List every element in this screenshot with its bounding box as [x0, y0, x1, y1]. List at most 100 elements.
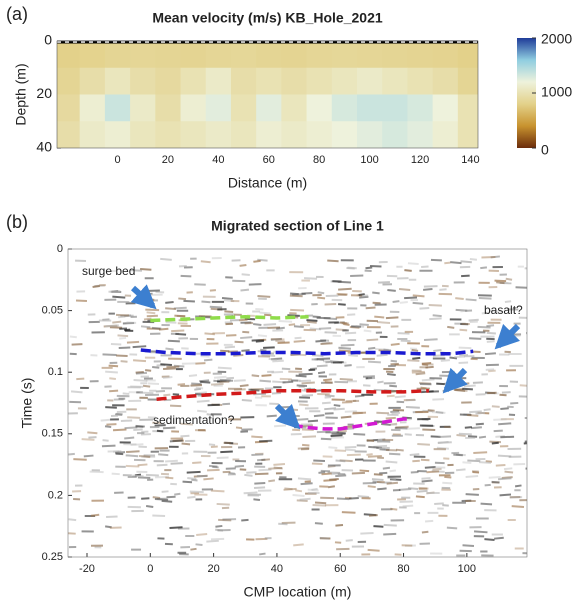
heatmap-cell — [155, 67, 182, 95]
seismic-wiggle — [132, 345, 147, 349]
seismic-wiggle — [465, 475, 479, 478]
y-tick-label: 0.05 — [42, 305, 63, 317]
seismic-wiggle — [399, 301, 408, 304]
seismic-wiggle — [300, 482, 313, 486]
seismic-wiggle — [374, 315, 385, 319]
seismic-wiggle — [455, 468, 466, 472]
seismic-wiggle — [112, 295, 126, 299]
seismic-wiggle — [395, 448, 404, 452]
seismic-wiggle — [366, 338, 379, 342]
heatmap-cell — [382, 67, 408, 95]
seismic-wiggle — [241, 518, 249, 522]
seismic-wiggle — [387, 476, 396, 480]
panel-label: (a) — [6, 4, 28, 24]
seismic-wiggle — [287, 314, 300, 317]
seismic-wiggle — [124, 436, 135, 440]
seismic-wiggle — [170, 462, 183, 465]
x-tick-label: 100 — [360, 154, 378, 166]
seismic-wiggle — [336, 292, 348, 296]
seismic-wiggle — [223, 299, 235, 303]
seismic-wiggle — [387, 289, 396, 292]
heatmap-cell — [205, 94, 232, 122]
seismic-wiggle — [363, 375, 375, 378]
panel-a: 0 20 40 60 80 100 120 140 0 20 40 Mean velocity (m/… — [6, 4, 572, 191]
seismic-wiggle — [407, 262, 419, 265]
seismic-wiggle — [200, 355, 210, 358]
seismic-wiggle — [130, 269, 143, 272]
heatmap-cell — [104, 67, 131, 95]
heatmap-cell — [407, 67, 434, 95]
seismic-wiggle — [421, 479, 433, 483]
seismic-wiggle — [483, 408, 491, 412]
seismic-wiggle — [339, 378, 353, 381]
heatmap-cell — [130, 41, 156, 69]
seismic-wiggle — [296, 384, 308, 387]
seismic-wiggle — [196, 399, 210, 403]
seismic-wiggle — [324, 394, 335, 398]
seismic-wiggle — [421, 477, 431, 480]
seismic-wiggle — [162, 426, 176, 430]
seismic-wiggle — [489, 309, 503, 313]
seismic-wiggle — [301, 428, 314, 432]
seismic-wiggle — [218, 518, 232, 522]
heatmap-cell — [79, 94, 106, 122]
seismic-wiggle — [100, 418, 111, 422]
seismic-wiggle — [268, 479, 276, 483]
seismic-wiggle — [259, 379, 271, 383]
seismic-wiggle — [314, 522, 323, 525]
seismic-wiggle — [480, 502, 493, 506]
seismic-wiggle — [126, 340, 140, 344]
seismic-wiggle — [314, 501, 327, 505]
seismic-wiggle — [363, 384, 371, 387]
seismic-wiggle — [195, 386, 204, 390]
seismic-wiggle — [183, 299, 195, 303]
seismic-wiggle — [210, 382, 224, 386]
seismic-wiggle — [415, 495, 425, 499]
seismic-wiggle — [390, 507, 398, 511]
seismic-wiggle — [377, 380, 384, 384]
seismic-wiggle — [437, 440, 449, 444]
seismic-wiggle — [398, 488, 412, 491]
seismic-wiggle — [363, 329, 372, 333]
seismic-wiggle — [376, 440, 391, 443]
seismic-wiggle — [145, 473, 159, 477]
seismic-wiggle — [394, 395, 406, 399]
heatmap-cell — [130, 94, 156, 122]
seismic-wiggle — [439, 288, 447, 291]
seismic-wiggle — [161, 490, 169, 493]
seismic-wiggle — [221, 297, 233, 300]
seismic-wiggle — [478, 297, 492, 300]
chart-title: Mean velocity (m/s) KB_Hole_2021 — [152, 10, 383, 26]
seismic-wiggle — [421, 530, 429, 534]
seismic-wiggle — [251, 453, 264, 457]
seismic-wiggle — [206, 539, 219, 543]
heatmap-cell — [57, 121, 81, 148]
seismic-wiggle — [372, 291, 380, 295]
seismic-wiggle — [137, 476, 151, 479]
annotation: sedimentation? — [153, 413, 235, 427]
heatmap-cell — [306, 41, 333, 69]
seismic-wiggle — [163, 367, 176, 370]
seismic-wiggle — [268, 466, 283, 470]
seismic-wiggle — [493, 418, 507, 421]
seismic-wiggle — [120, 419, 133, 422]
heatmap-cell — [256, 121, 282, 148]
seismic-wiggle — [459, 328, 468, 332]
seismic-wiggle — [486, 331, 496, 335]
seismic-wiggle — [333, 407, 345, 411]
horizon-line — [292, 417, 410, 431]
seismic-wiggle — [320, 437, 332, 441]
seismic-wiggle — [293, 325, 304, 328]
seismic-wiggle — [197, 409, 207, 413]
seismic-wiggle — [444, 261, 451, 265]
seismic-wiggle — [156, 429, 164, 433]
seismic-wiggle — [241, 273, 250, 276]
seismic-wiggle — [344, 364, 352, 367]
seismic-wiggle — [133, 359, 147, 363]
seismic-wiggle — [358, 293, 365, 297]
seismic-wiggle — [301, 381, 315, 385]
seismic-wiggle — [278, 320, 293, 323]
seismic-texture — [68, 255, 527, 557]
seismic-wiggle — [169, 526, 183, 530]
